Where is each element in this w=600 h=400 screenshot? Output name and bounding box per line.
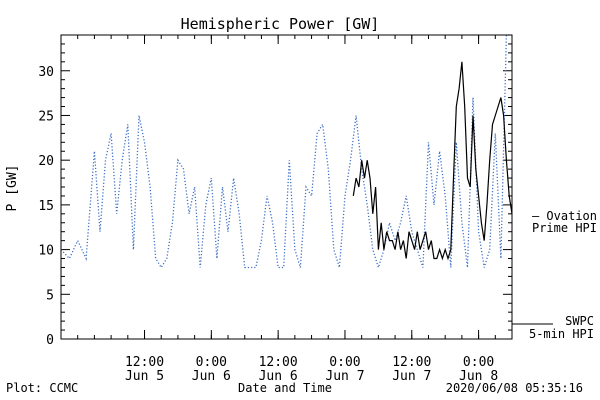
x-tick-day-label: Jun 7 [325, 369, 364, 384]
y-axis-label: P [GW] [5, 165, 20, 212]
x-tick-day-label: Jun 6 [259, 369, 298, 384]
swpc-series-line [352, 61, 513, 261]
y-tick-label: 30 [38, 65, 54, 80]
y-tick-label: 0 [46, 333, 54, 348]
y-tick-label: 20 [38, 154, 54, 169]
plot-frame [60, 34, 513, 340]
plot-timestamp: 2020/06/08 05:35:16 [446, 381, 583, 395]
series-layer [60, 34, 513, 270]
y-tick-label: 15 [38, 199, 54, 214]
x-tick-day-label: Jun 5 [125, 369, 164, 384]
ovation-series-label: — Ovation [532, 209, 597, 223]
x-tick-time-label: 0:00 [196, 355, 227, 370]
x-tick-time-label: 12:00 [392, 355, 431, 370]
x-tick-time-label: 0:00 [329, 355, 360, 370]
x-tick-time-label: 12:00 [125, 355, 164, 370]
x-tick-time-label: 12:00 [259, 355, 298, 370]
y-tick-label: 25 [38, 109, 54, 124]
x-tick-day-label: Jun 7 [392, 369, 431, 384]
y-axis-ticks: 0 5 10 15 20 25 30 [38, 34, 512, 348]
swpc-series-label: 5-min HPI [529, 327, 594, 341]
chart-title: Hemispheric Power [GW] [181, 15, 380, 33]
y-tick-label: 5 [46, 288, 54, 303]
x-tick-day-label: Jun 8 [459, 369, 498, 384]
x-axis-label: Date and Time [238, 381, 332, 395]
ovation-series-label: Prime HPI [532, 221, 597, 235]
plot-credit: Plot: CCMC [6, 381, 78, 395]
swpc-series-label: SWPC [565, 314, 594, 328]
y-tick-label: 10 [38, 244, 54, 259]
ovation-prime-series-line [60, 34, 512, 270]
x-tick-time-label: 0:00 [463, 355, 494, 370]
x-tick-day-label: Jun 6 [192, 369, 231, 384]
